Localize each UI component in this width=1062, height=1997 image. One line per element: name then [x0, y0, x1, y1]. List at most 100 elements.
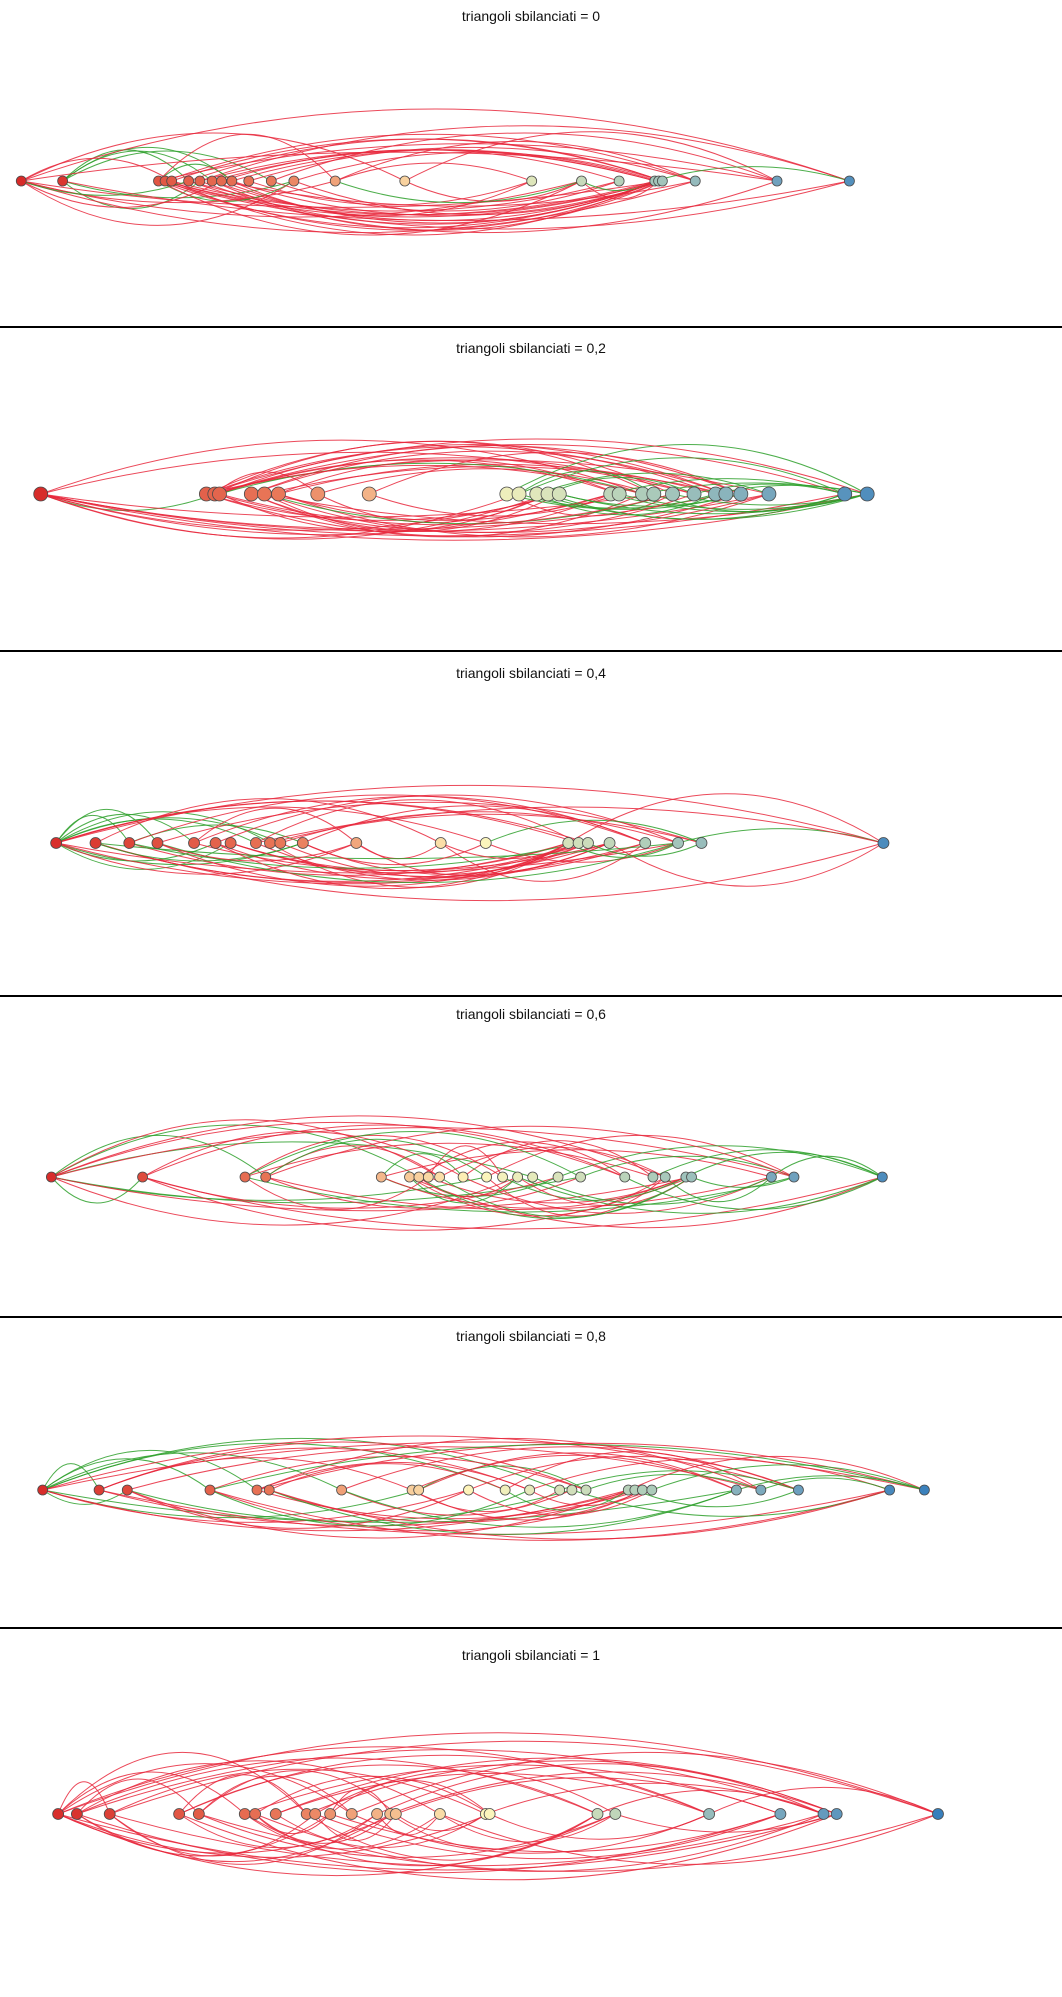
network-node: [45, 1171, 57, 1183]
negative-edge: [57, 1763, 353, 1815]
negative-edge: [76, 1757, 598, 1815]
network-node: [793, 1484, 804, 1496]
network-node: [37, 1484, 49, 1496]
negative-edge: [198, 1813, 939, 1872]
positive-edge: [129, 842, 579, 869]
network-node: [324, 1808, 337, 1820]
negative-edge: [381, 1176, 687, 1209]
negative-edge: [485, 1782, 824, 1815]
positive-edge: [580, 1155, 795, 1178]
negative-edge: [76, 1813, 781, 1874]
negative-edge: [129, 794, 646, 844]
network-node: [695, 837, 708, 849]
negative-edge: [56, 842, 646, 885]
positive-edge: [506, 444, 868, 495]
negative-edge: [418, 1452, 737, 1491]
negative-edge: [62, 180, 850, 222]
negative-edge: [95, 842, 884, 902]
negative-edge: [21, 180, 295, 226]
negative-edge: [439, 1813, 616, 1843]
panel-title: triangoli sbilanciati = 0,2: [456, 340, 606, 356]
negative-edge: [109, 1768, 487, 1815]
network-node: [71, 1808, 83, 1820]
positive-edge: [557, 1145, 883, 1178]
positive-edge: [439, 1176, 692, 1218]
network-node: [647, 1171, 659, 1183]
negative-edge: [440, 842, 579, 860]
network-node: [554, 1484, 566, 1496]
negative-edge: [244, 1176, 429, 1210]
positive-edge: [536, 472, 770, 495]
network-node: [761, 486, 777, 502]
negative-edge: [206, 438, 868, 495]
negative-edge: [199, 125, 850, 182]
negative-edge: [244, 1813, 598, 1867]
positive-edge: [209, 1443, 925, 1491]
network-node: [619, 1171, 631, 1183]
network-node: [250, 837, 262, 849]
network-node: [329, 175, 341, 187]
network-node: [434, 837, 447, 849]
negative-edge: [76, 1813, 331, 1857]
network-node: [877, 837, 890, 849]
negative-edge: [206, 493, 560, 521]
negative-edge: [302, 842, 486, 866]
positive-edge: [517, 1176, 883, 1214]
network-node: [686, 486, 702, 502]
network-node: [511, 486, 527, 502]
negative-edge: [485, 842, 679, 863]
positive-edge: [532, 1176, 772, 1205]
negative-edge: [265, 1176, 772, 1210]
negative-edge: [269, 1463, 506, 1491]
positive-edge: [269, 1489, 737, 1535]
positive-edge: [651, 1464, 925, 1491]
network-node: [859, 486, 875, 502]
network-node: [609, 1808, 622, 1820]
negative-edge: [127, 1489, 629, 1539]
network-node: [93, 1484, 105, 1496]
negative-edge: [206, 493, 742, 538]
network-node: [656, 175, 668, 187]
panel-title: triangoli sbilanciati = 0,6: [456, 1006, 606, 1022]
negative-edge: [171, 180, 656, 236]
positive-edge: [341, 1489, 737, 1528]
positive-edge: [209, 1489, 530, 1527]
negative-edge: [158, 133, 336, 182]
network-node: [413, 1484, 425, 1496]
negative-edge: [127, 1446, 761, 1491]
network-node: [123, 837, 136, 849]
network-node: [249, 1808, 262, 1820]
negative-edge: [376, 1813, 441, 1836]
network-node: [703, 1808, 716, 1820]
positive-edge: [55, 815, 130, 844]
network-node: [260, 1171, 272, 1183]
negative-edge: [251, 493, 611, 532]
network-node: [576, 175, 587, 187]
negative-edge: [255, 799, 579, 844]
positive-edge: [634, 1489, 799, 1508]
negative-edge: [293, 180, 659, 216]
positive-edge: [380, 1153, 464, 1178]
network-node: [613, 175, 625, 187]
negative-edge: [95, 798, 441, 844]
network-node: [582, 837, 594, 849]
network-node: [183, 175, 195, 187]
positive-edge: [21, 180, 189, 196]
panel-divider: [0, 995, 1062, 997]
network-node: [844, 175, 855, 187]
positive-edge: [265, 1138, 487, 1178]
network-node: [52, 1808, 65, 1820]
negative-edge: [369, 493, 620, 517]
negative-edge: [609, 842, 884, 887]
negative-edge: [214, 471, 319, 495]
network-node: [919, 1484, 930, 1496]
network-node: [837, 486, 853, 502]
network-node: [830, 1808, 843, 1820]
negative-edge: [335, 140, 696, 182]
positive-edge: [51, 1176, 581, 1204]
negative-edge: [158, 143, 778, 182]
negative-edge: [58, 1813, 837, 1871]
network-node: [646, 486, 662, 502]
